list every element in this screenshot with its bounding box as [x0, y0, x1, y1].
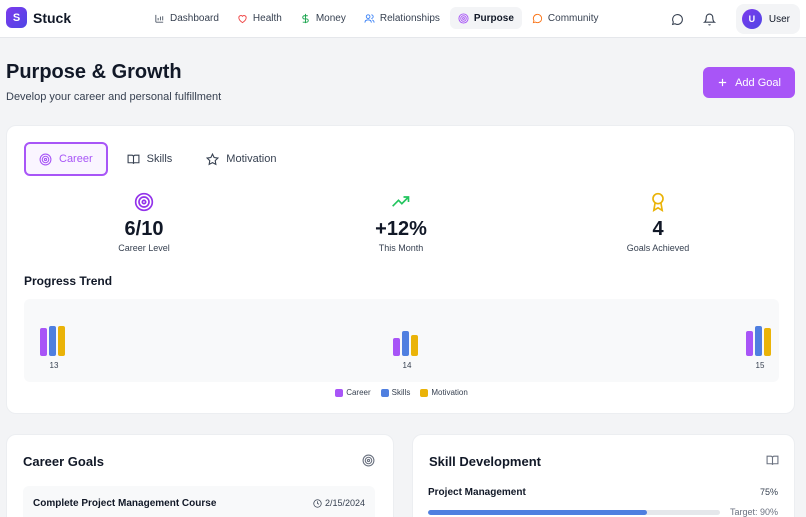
- skill-progress-fill: [428, 510, 647, 515]
- chart-bar-career-15[interactable]: [746, 330, 753, 356]
- tab-skills[interactable]: Skills: [112, 142, 188, 176]
- top-navigation-bar: S Stuck Dashboard Health Money Relatio: [0, 0, 806, 38]
- legend-swatch: [420, 388, 429, 397]
- skill-development-title: Skill Development: [429, 454, 541, 469]
- stat-value: +12%: [375, 218, 427, 240]
- main-nav: Dashboard Health Money Relationships Pur…: [146, 7, 606, 29]
- nav-item-relationships[interactable]: Relationships: [356, 7, 448, 29]
- nav-label: Dashboard: [170, 12, 219, 24]
- users-icon: [364, 13, 375, 24]
- add-goal-label: Add Goal: [735, 76, 781, 89]
- nav-item-dashboard[interactable]: Dashboard: [146, 7, 227, 29]
- chart-bar-motivation-15[interactable]: [764, 328, 771, 356]
- app-logo[interactable]: S Stuck: [6, 7, 71, 28]
- legend-swatch: [380, 388, 389, 397]
- app-name: Stuck: [33, 9, 72, 26]
- chart-bar-motivation-14[interactable]: [411, 335, 418, 356]
- messages-button[interactable]: [670, 11, 686, 27]
- heart-icon: [237, 13, 248, 24]
- purpose-overview-card: Career Skills Motivation 6/10 Career Lev…: [6, 125, 795, 414]
- x-tick-label: 13: [49, 361, 59, 370]
- chart-bar-motivation-13[interactable]: [58, 326, 65, 356]
- nav-item-health[interactable]: Health: [229, 7, 290, 29]
- category-tabs: Career Skills Motivation: [24, 142, 291, 176]
- legend-item-motivation[interactable]: Motivation: [420, 388, 468, 397]
- legend-item-career[interactable]: Career: [335, 388, 371, 397]
- nav-label: Relationships: [379, 12, 440, 24]
- stat-this-month: +12% This Month: [321, 192, 481, 253]
- career-goals-title: Career Goals: [23, 454, 104, 469]
- stat-value: 6/10: [124, 218, 164, 240]
- star-icon: [206, 152, 220, 165]
- nav-label: Health: [252, 12, 282, 24]
- nav-item-money[interactable]: Money: [292, 7, 354, 29]
- target-icon: [362, 454, 375, 467]
- goal-name: Complete Project Management Course: [33, 498, 217, 509]
- target-icon: [64, 192, 224, 212]
- legend-label: Skills: [391, 388, 411, 397]
- top-right-actions: U User: [670, 4, 800, 34]
- chart-bar-career-13[interactable]: [40, 328, 47, 356]
- award-icon: [578, 192, 738, 212]
- target-icon: [39, 153, 52, 165]
- goal-date-text: 2/15/2024: [324, 498, 365, 508]
- skill-development-card: Skill Development Project Management 75%…: [412, 434, 795, 517]
- chart-bar-skills-14[interactable]: [402, 330, 409, 356]
- legend-swatch: [335, 388, 344, 397]
- user-menu[interactable]: U User: [735, 4, 800, 34]
- dollar-icon: [300, 13, 311, 24]
- skill-name: Project Management: [428, 487, 526, 498]
- book-icon: [127, 154, 140, 164]
- x-tick-label: 14: [402, 361, 412, 370]
- page-subtitle: Develop your career and personal fulfill…: [6, 91, 222, 103]
- avatar: U: [741, 9, 762, 29]
- skill-target: Target: 90%: [729, 507, 778, 517]
- career-goals-card: Career Goals Complete Project Management…: [6, 434, 394, 517]
- tab-label: Motivation: [226, 153, 277, 165]
- bar-chart-icon: [154, 13, 165, 24]
- plus-icon: [718, 78, 727, 87]
- target-icon: [458, 12, 469, 24]
- skill-progress-bar: [428, 510, 720, 515]
- stat-goals-achieved: 4 Goals Achieved: [578, 192, 738, 253]
- tab-label: Career: [59, 153, 93, 165]
- nav-label: Purpose: [473, 12, 514, 24]
- goal-due-date: 2/15/2024: [313, 498, 365, 508]
- chart-bar-career-14[interactable]: [393, 337, 400, 356]
- message-icon: [672, 13, 684, 25]
- stat-label: Goals Achieved: [626, 243, 690, 253]
- chat-icon: [532, 13, 543, 24]
- legend-label: Motivation: [431, 388, 468, 397]
- nav-item-community[interactable]: Community: [524, 7, 607, 29]
- nav-item-purpose[interactable]: Purpose: [449, 7, 522, 29]
- trending-up-icon: [321, 192, 481, 212]
- stat-label: This Month: [378, 243, 424, 253]
- add-goal-button[interactable]: Add Goal: [703, 67, 795, 98]
- list-item[interactable]: Complete Project Management Course 2/15/…: [23, 486, 375, 517]
- chart-bar-skills-13[interactable]: [49, 326, 56, 356]
- page-title: Purpose & Growth: [6, 61, 182, 83]
- progress-trend-chart: 13 14 15: [24, 299, 779, 382]
- bell-icon: [703, 13, 717, 25]
- tab-motivation[interactable]: Motivation: [191, 142, 291, 176]
- x-tick-label: 15: [755, 361, 765, 370]
- legend-label: Career: [346, 388, 371, 397]
- clock-icon: [313, 498, 322, 508]
- logo-mark: S: [6, 7, 27, 28]
- stat-label: Career Level: [118, 243, 170, 253]
- chart-legend: Career Skills Motivation: [7, 388, 796, 397]
- tab-label: Skills: [146, 153, 173, 165]
- user-name: User: [768, 13, 790, 25]
- chart-bar-skills-15[interactable]: [755, 326, 762, 356]
- book-icon: [766, 454, 779, 467]
- tab-career[interactable]: Career: [24, 142, 108, 176]
- legend-item-skills[interactable]: Skills: [380, 388, 411, 397]
- progress-trend-title: Progress Trend: [24, 274, 113, 288]
- stat-value: 4: [652, 218, 664, 240]
- skill-percent: 75%: [759, 487, 778, 497]
- nav-label: Community: [547, 12, 599, 24]
- notifications-button[interactable]: [702, 11, 718, 27]
- nav-label: Money: [315, 12, 346, 24]
- stat-career-level: 6/10 Career Level: [64, 192, 224, 253]
